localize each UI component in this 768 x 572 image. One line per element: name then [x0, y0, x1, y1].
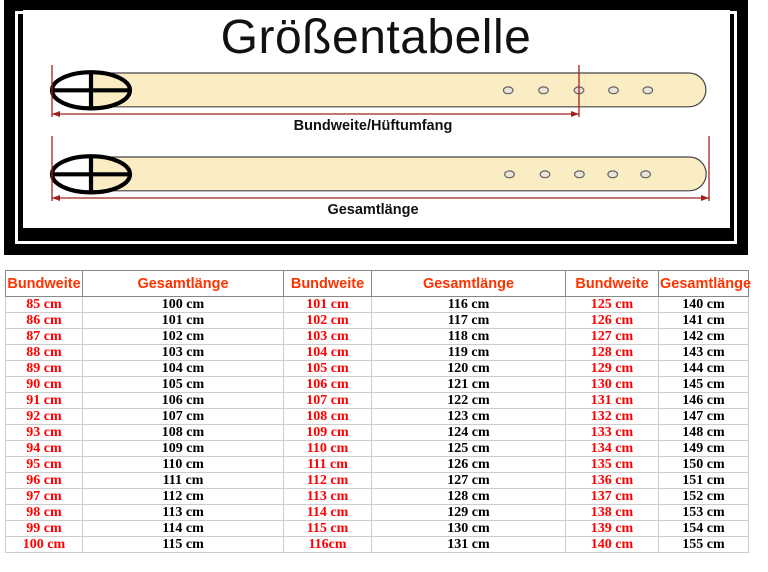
- svg-text:Bundweite/Hüftumfang: Bundweite/Hüftumfang: [293, 118, 452, 134]
- svg-text:Gesamtlänge: Gesamtlänge: [327, 202, 418, 218]
